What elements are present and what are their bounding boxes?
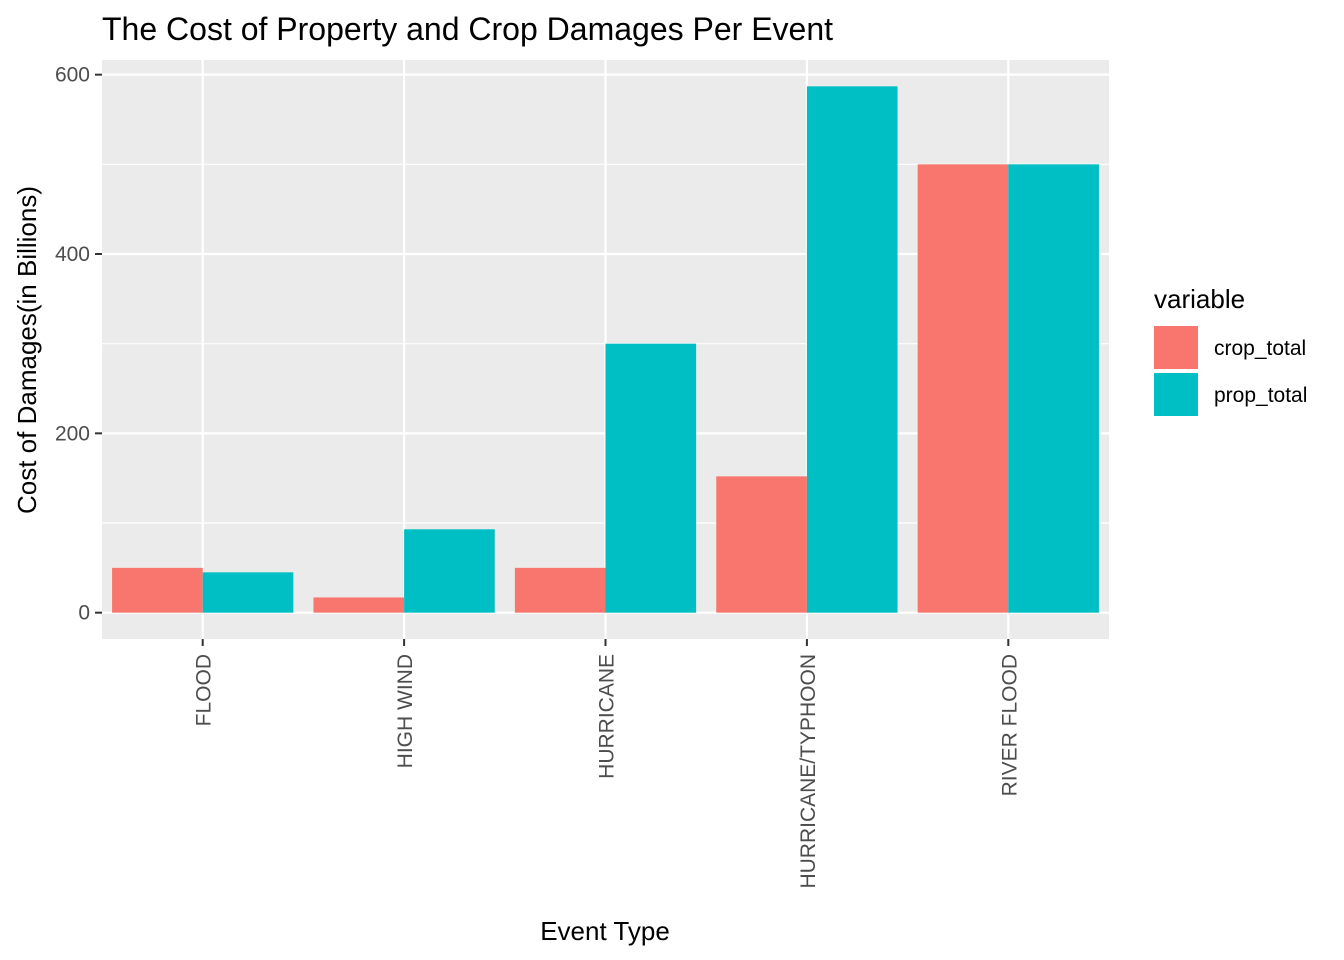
x-tick-label: HIGH WIND: [394, 654, 417, 768]
x-axis: FLOOD HIGH WIND HURRICANE HURRICANE/TYPHOON…: [193, 639, 1021, 889]
bar-crop_total-1: [313, 597, 405, 613]
x-axis-title: Event Type: [540, 916, 670, 946]
bar-prop_total-0: [202, 572, 294, 613]
legend: variable crop_total prop_total: [1154, 284, 1307, 416]
y-tick-label: 200: [55, 422, 90, 445]
bars: [112, 86, 1099, 613]
y-tick-label: 400: [55, 243, 90, 266]
legend-label-prop_total: prop_total: [1214, 384, 1307, 407]
x-tick-label: HURRICANE: [596, 654, 619, 779]
bar-prop_total-1: [404, 529, 495, 613]
legend-key-prop_total: [1154, 373, 1198, 416]
bar-crop_total-3: [716, 476, 807, 613]
legend-title: variable: [1154, 284, 1245, 314]
bar-prop_total-3: [806, 86, 898, 613]
y-axis-title: Cost of Damages(in Billions): [12, 186, 42, 514]
bar-crop_total-2: [514, 567, 606, 613]
y-tick-label: 0: [78, 602, 90, 625]
x-tick-label: FLOOD: [193, 654, 216, 726]
legend-items: crop_total prop_total: [1154, 326, 1307, 416]
legend-key-crop_total: [1154, 326, 1198, 369]
x-tick-label: RIVER FLOOD: [998, 654, 1021, 796]
chart-title: The Cost of Property and Crop Damages Pe…: [102, 11, 833, 47]
bar-prop_total-4: [1008, 164, 1099, 613]
y-tick-label: 600: [55, 64, 90, 87]
bar-crop_total-4: [917, 164, 1009, 613]
bar-prop_total-2: [605, 343, 697, 613]
x-tick-label: HURRICANE/TYPHOON: [797, 654, 820, 889]
bar-crop_total-0: [112, 567, 203, 613]
legend-label-crop_total: crop_total: [1214, 337, 1306, 360]
y-axis: 0 200 400 600: [55, 64, 102, 625]
